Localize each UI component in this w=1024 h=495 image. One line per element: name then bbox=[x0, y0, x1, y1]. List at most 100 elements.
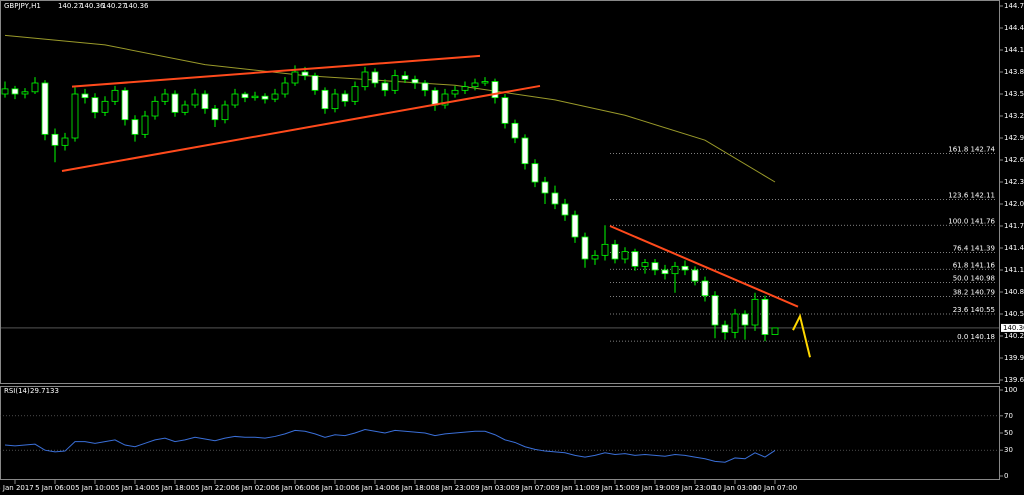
x-tick-label: 6 Jan 18:00 bbox=[395, 484, 435, 492]
candle-body bbox=[61, 137, 69, 146]
candle-body bbox=[201, 93, 209, 110]
candle-body bbox=[181, 104, 189, 113]
x-tick-label: 9 Jan 11:00 bbox=[555, 484, 595, 492]
candle-body bbox=[341, 93, 349, 102]
candle-body bbox=[601, 243, 609, 256]
y-tick-label: 142.95 bbox=[1004, 134, 1024, 142]
candle-body bbox=[381, 82, 389, 91]
x-tick-label: 9 Jan 15:00 bbox=[595, 484, 635, 492]
candle-body bbox=[741, 313, 749, 326]
x-tick-label: 10 Jan 07:00 bbox=[753, 484, 797, 492]
y-tick-label: 139.65 bbox=[1004, 376, 1024, 384]
candle-body bbox=[231, 93, 239, 106]
rsi-value: 29.7133 bbox=[30, 387, 59, 395]
last-price-label: 140.36 bbox=[1003, 324, 1024, 332]
candle-body bbox=[161, 93, 169, 102]
candle-body bbox=[621, 251, 629, 260]
x-tick-label: 6 Jan 06:00 bbox=[275, 484, 315, 492]
candle-body bbox=[371, 71, 379, 84]
candle-body bbox=[641, 262, 649, 267]
candle-body bbox=[211, 108, 219, 121]
y-tick-label: 144.15 bbox=[1004, 46, 1024, 54]
main-panel bbox=[0, 0, 1000, 384]
candle-body bbox=[461, 86, 469, 91]
rsi-tick-label: 70 bbox=[1004, 412, 1013, 420]
candle-body bbox=[141, 115, 149, 135]
header-value: 140.36 bbox=[124, 2, 149, 10]
rsi-tick-label: 50 bbox=[1004, 429, 1013, 437]
candle-body bbox=[581, 236, 589, 260]
x-tick-label: 5 Jan 18:00 bbox=[155, 484, 195, 492]
candle-body bbox=[261, 95, 269, 100]
candle-body bbox=[351, 86, 359, 102]
candle-body bbox=[481, 81, 489, 84]
candle-body bbox=[651, 262, 659, 271]
fib-label: 50.0 140.98 bbox=[953, 274, 995, 282]
candle-body bbox=[561, 203, 569, 216]
y-tick-label: 143.85 bbox=[1004, 68, 1024, 76]
candle-body bbox=[121, 89, 129, 121]
y-tick-label: 144.75 bbox=[1004, 2, 1024, 10]
candle-body bbox=[491, 81, 499, 99]
candle-body bbox=[681, 265, 689, 271]
x-tick-label: 9 Jan 07:00 bbox=[515, 484, 555, 492]
candle-body bbox=[391, 75, 399, 91]
candle-body bbox=[551, 192, 559, 205]
trend-line bbox=[71, 54, 481, 88]
rsi-tick-label: 0 bbox=[1004, 472, 1008, 480]
candle-body bbox=[751, 298, 759, 326]
x-tick-label: 9 Jan 23:00 bbox=[675, 484, 715, 492]
fib-label: 161.8 142.74 bbox=[948, 145, 995, 153]
candle-body bbox=[661, 269, 669, 275]
candle-body bbox=[731, 313, 739, 333]
x-tick-label: 10 Jan 03:00 bbox=[713, 484, 757, 492]
rsi-title: RSI(14) bbox=[4, 387, 30, 395]
candle-body bbox=[541, 181, 549, 194]
y-tick-label: 140.85 bbox=[1004, 288, 1024, 296]
x-tick-label: 5 Jan 10:00 bbox=[75, 484, 115, 492]
y-tick-label: 142.35 bbox=[1004, 178, 1024, 186]
candle-body bbox=[1, 88, 9, 95]
candle-body bbox=[501, 97, 509, 124]
symbol: GBPJPY,H1 bbox=[4, 2, 41, 10]
y-tick-label: 144.45 bbox=[1004, 24, 1024, 32]
candle-body bbox=[611, 243, 619, 260]
header-value: 140.27 bbox=[58, 2, 83, 10]
y-tick-label: 142.05 bbox=[1004, 200, 1024, 208]
candle-body bbox=[431, 89, 439, 106]
candle-body bbox=[511, 122, 519, 139]
y-tick-label: 140.55 bbox=[1004, 310, 1024, 318]
x-tick-label: 6 Jan 02:00 bbox=[235, 484, 275, 492]
candle-body bbox=[91, 97, 99, 113]
candle-body bbox=[31, 82, 39, 93]
candle-body bbox=[311, 75, 319, 91]
x-tick-label: 9 Jan 03:00 bbox=[475, 484, 515, 492]
y-tick-label: 141.15 bbox=[1004, 266, 1024, 274]
x-tick-label: 8 Jan 23:00 bbox=[435, 484, 475, 492]
candle-body bbox=[331, 93, 339, 110]
candle-body bbox=[441, 93, 449, 106]
candle-body bbox=[471, 82, 479, 88]
candle-body bbox=[101, 100, 109, 113]
fib-label: 76.4 141.39 bbox=[953, 244, 995, 252]
candle-body bbox=[411, 78, 419, 84]
candle-body bbox=[71, 93, 79, 139]
x-tick-label: 5 Jan 2017 bbox=[0, 484, 34, 492]
candle-body bbox=[691, 269, 699, 282]
rsi-panel bbox=[0, 386, 1000, 480]
y-tick-label: 142.65 bbox=[1004, 156, 1024, 164]
y-tick-label: 139.95 bbox=[1004, 354, 1024, 362]
x-tick-label: 5 Jan 14:00 bbox=[115, 484, 155, 492]
header-value: 140.36 bbox=[80, 2, 105, 10]
x-tick-label: 5 Jan 22:00 bbox=[195, 484, 235, 492]
candle-body bbox=[451, 89, 459, 95]
candle-body bbox=[631, 251, 639, 267]
candle-body bbox=[401, 75, 409, 80]
candle-body bbox=[131, 119, 139, 135]
candle-body bbox=[761, 298, 769, 335]
candle-body bbox=[671, 265, 679, 275]
fib-label: 61.8 141.16 bbox=[953, 261, 996, 269]
x-tick-label: 6 Jan 10:00 bbox=[315, 484, 355, 492]
candle-body bbox=[171, 93, 179, 113]
